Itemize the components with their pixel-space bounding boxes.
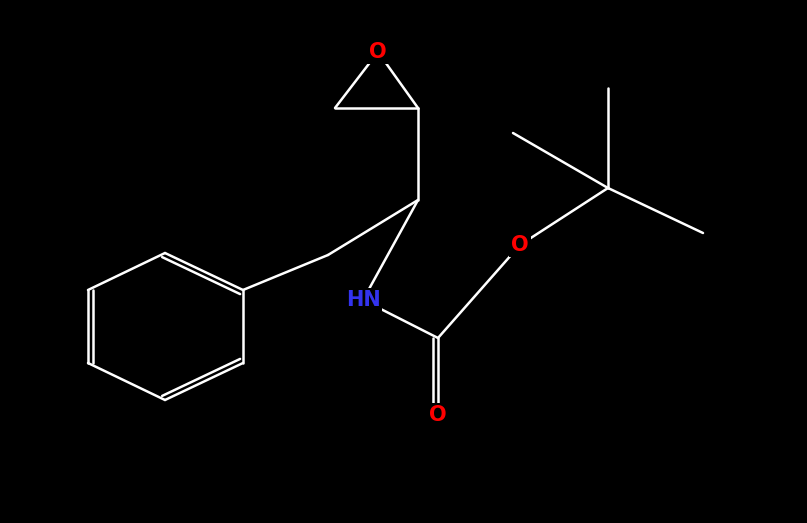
Text: O: O [369,42,387,62]
Text: O: O [429,405,447,425]
Text: O: O [511,235,529,255]
Text: HN: HN [345,290,380,310]
